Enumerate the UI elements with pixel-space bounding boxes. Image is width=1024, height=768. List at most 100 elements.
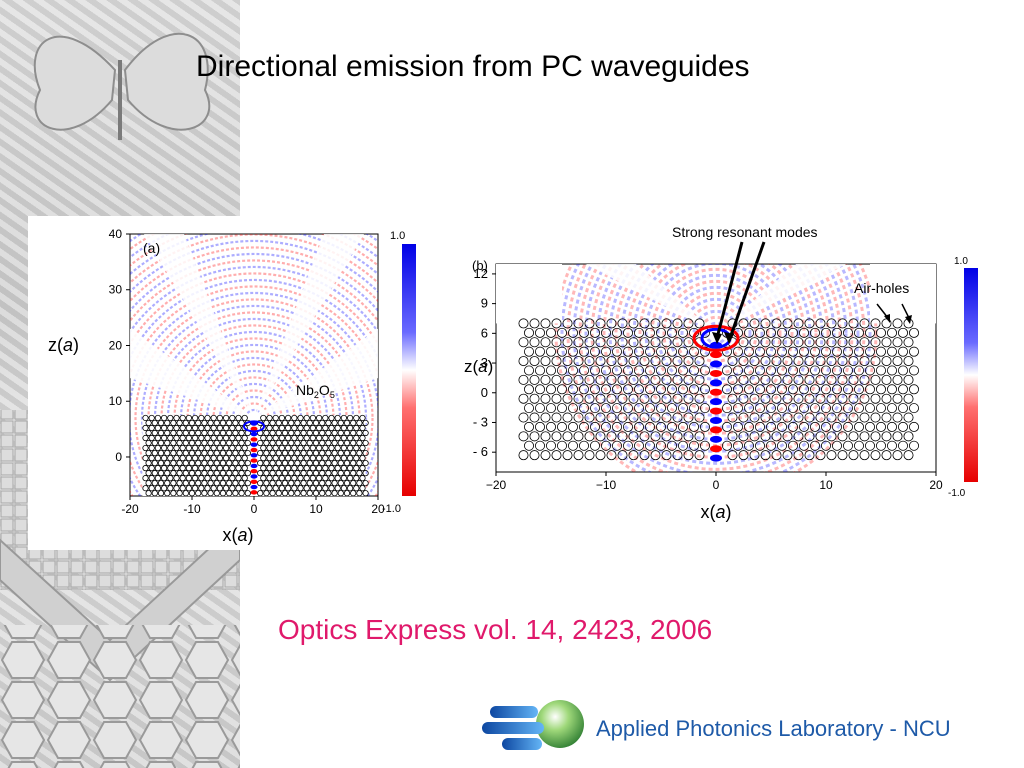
wavefront-b bbox=[572, 264, 860, 472]
air-hole-b bbox=[837, 374, 848, 385]
air-hole-b bbox=[666, 421, 677, 432]
air-hole-b bbox=[831, 365, 842, 376]
air-hole-a bbox=[142, 414, 149, 422]
air-hole-a bbox=[356, 460, 363, 467]
air-hole-a bbox=[328, 475, 335, 482]
air-hole-a bbox=[353, 444, 360, 452]
air-hole-a bbox=[167, 434, 174, 442]
air-hole-b bbox=[639, 374, 650, 385]
air-hole-a bbox=[288, 460, 295, 467]
air-hole-a bbox=[219, 490, 227, 496]
air-hole-a bbox=[337, 490, 344, 496]
air-hole-b bbox=[826, 374, 837, 385]
air-hole-a bbox=[213, 419, 220, 427]
air-hole-a bbox=[161, 465, 168, 472]
air-hole-b bbox=[798, 403, 809, 414]
air-hole-b bbox=[870, 450, 881, 461]
air-hole-a bbox=[145, 470, 152, 477]
air-hole-a bbox=[198, 424, 205, 432]
air-hole-b bbox=[557, 327, 568, 338]
air-hole-a bbox=[312, 429, 320, 437]
air-hole-a bbox=[170, 460, 177, 467]
air-hole-a bbox=[362, 419, 369, 427]
air-hole-a bbox=[300, 449, 307, 457]
air-hole-a bbox=[235, 485, 242, 492]
air-hole-a bbox=[216, 485, 223, 492]
air-hole-b bbox=[743, 440, 754, 451]
air-hole-b bbox=[518, 393, 529, 404]
air-hole-b bbox=[826, 337, 837, 348]
air-hole-a bbox=[201, 429, 208, 437]
air-hole-a bbox=[195, 419, 202, 427]
air-hole-a bbox=[219, 470, 227, 477]
air-hole-b bbox=[639, 393, 650, 404]
air-hole-b bbox=[787, 365, 798, 376]
air-hole-b bbox=[809, 403, 820, 414]
air-hole-b bbox=[573, 412, 584, 423]
air-hole-b bbox=[721, 440, 732, 451]
air-hole-a bbox=[328, 444, 335, 452]
air-hole-a bbox=[145, 419, 152, 427]
air-hole-a bbox=[176, 470, 183, 477]
air-hole-b bbox=[617, 450, 628, 461]
x-axis-label-b: x(a) bbox=[700, 502, 731, 522]
air-hole-b bbox=[573, 356, 584, 367]
air-hole-b bbox=[831, 403, 842, 414]
air-hole-b bbox=[787, 346, 798, 357]
air-hole-a bbox=[275, 439, 282, 447]
air-hole-a bbox=[173, 434, 180, 442]
air-hole-a bbox=[260, 465, 267, 472]
air-hole-a bbox=[198, 444, 205, 452]
air-hole-a bbox=[148, 434, 155, 442]
air-hole-b bbox=[908, 403, 919, 414]
air-hole-b bbox=[859, 412, 870, 423]
air-hole-a bbox=[353, 475, 360, 482]
air-hole-b bbox=[782, 356, 793, 367]
air-hole-a bbox=[288, 439, 295, 447]
air-hole-a bbox=[269, 449, 276, 457]
air-hole-b bbox=[760, 412, 771, 423]
air-hole-b bbox=[650, 356, 661, 367]
air-hole-b bbox=[699, 403, 710, 414]
air-hole-b bbox=[628, 337, 639, 348]
waveguide-mode-b bbox=[710, 426, 722, 434]
air-hole-b bbox=[579, 421, 590, 432]
air-hole-b bbox=[644, 440, 655, 451]
colorbar-b bbox=[964, 268, 978, 482]
air-hole-a bbox=[263, 419, 270, 427]
air-hole-b bbox=[892, 356, 903, 367]
air-hole-a bbox=[284, 485, 292, 492]
air-hole-b bbox=[524, 421, 535, 432]
air-hole-b bbox=[672, 318, 683, 329]
z-tick-label-b: 6 bbox=[481, 325, 488, 340]
waveguide-mode-a bbox=[250, 458, 258, 463]
air-hole-b bbox=[743, 403, 754, 414]
air-hole-b bbox=[606, 374, 617, 385]
air-hole-b bbox=[754, 384, 765, 395]
air-hole-a bbox=[281, 460, 289, 467]
air-hole-b bbox=[897, 327, 908, 338]
air-hole-b bbox=[628, 374, 639, 385]
air-hole-a bbox=[281, 480, 289, 487]
air-hole-a bbox=[188, 439, 196, 447]
air-hole-b bbox=[826, 450, 837, 461]
air-hole-a bbox=[300, 460, 307, 467]
air-hole-b bbox=[749, 450, 760, 461]
air-hole-a bbox=[319, 470, 326, 477]
air-hole-b bbox=[535, 421, 546, 432]
air-hole-b bbox=[688, 346, 699, 357]
air-hole-b bbox=[903, 374, 914, 385]
air-hole-a bbox=[362, 429, 369, 437]
air-hole-a bbox=[297, 485, 304, 492]
air-hole-b bbox=[721, 403, 732, 414]
air-hole-a bbox=[353, 434, 360, 442]
air-hole-a bbox=[148, 475, 155, 482]
air-hole-a bbox=[151, 470, 158, 477]
air-hole-b bbox=[584, 431, 595, 442]
air-hole-a bbox=[291, 454, 298, 462]
air-hole-a bbox=[170, 470, 177, 477]
air-hole-a bbox=[331, 429, 338, 437]
air-hole-a bbox=[356, 419, 363, 427]
waveguide-mode-b bbox=[710, 388, 722, 396]
air-hole-a bbox=[164, 449, 171, 457]
